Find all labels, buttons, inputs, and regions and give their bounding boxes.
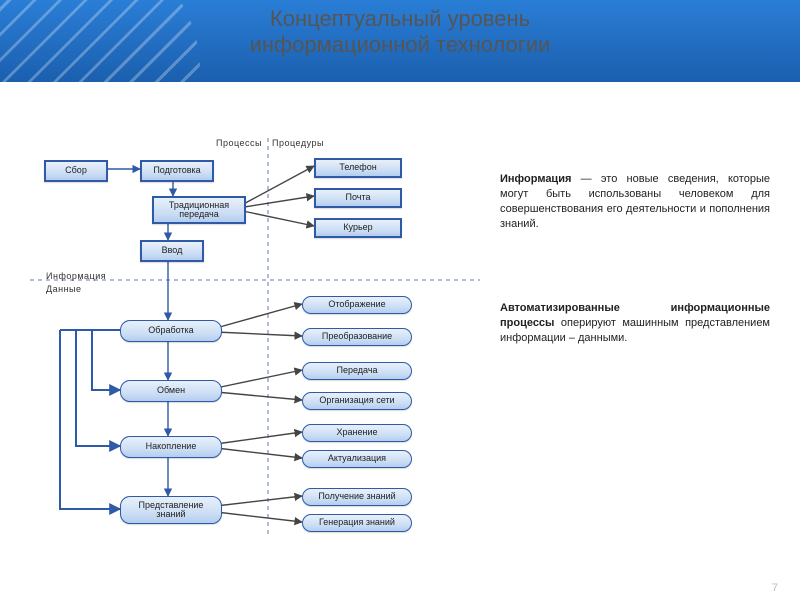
node-kurier: Курьер: [314, 218, 402, 238]
node-podgot: Подготовка: [140, 160, 214, 182]
diagram-canvas: Сбор Подготовка Традиционная передача Ввод О…: [20, 98, 490, 578]
label-processes: Процессы: [216, 138, 262, 148]
title-line2: информационной технологии: [250, 32, 551, 57]
node-znan: Представление знаний: [120, 496, 222, 524]
node-trad: Традиционная передача: [152, 196, 246, 224]
label-procedures: Процедуры: [272, 138, 324, 148]
node-tel: Телефон: [314, 158, 402, 178]
node-pochta: Почта: [314, 188, 402, 208]
node-vvod: Ввод: [140, 240, 204, 262]
node-otobr: Отображение: [302, 296, 412, 314]
node-pered: Передача: [302, 362, 412, 380]
node-hran: Хранение: [302, 424, 412, 442]
page-number: 7: [772, 582, 778, 594]
node-aktual: Актуализация: [302, 450, 412, 468]
node-nakop: Накопление: [120, 436, 222, 458]
slide-title: Концептуальный уровень информационной те…: [0, 6, 800, 58]
paragraph-2: Автоматизированные информационные процес…: [500, 301, 770, 346]
title-line1: Концептуальный уровень: [270, 6, 530, 31]
node-poluz: Получение знаний: [302, 488, 412, 506]
label-information: Информация: [46, 271, 106, 281]
node-preobr: Преобразование: [302, 328, 412, 346]
p1-bold: Информация: [500, 173, 571, 185]
node-orgset: Организация сети: [302, 392, 412, 410]
text-column: Информация — это новые сведения, которые…: [500, 172, 770, 416]
node-genz: Генерация знаний: [302, 514, 412, 532]
node-obmen: Обмен: [120, 380, 222, 402]
slide-content: Сбор Подготовка Традиционная передача Ввод О…: [0, 82, 800, 600]
paragraph-1: Информация — это новые сведения, которые…: [500, 172, 770, 231]
slide-header: Концептуальный уровень информационной те…: [0, 0, 800, 82]
node-sbor: Сбор: [44, 160, 108, 182]
node-obrab: Обработка: [120, 320, 222, 342]
label-data: Данные: [46, 284, 82, 294]
